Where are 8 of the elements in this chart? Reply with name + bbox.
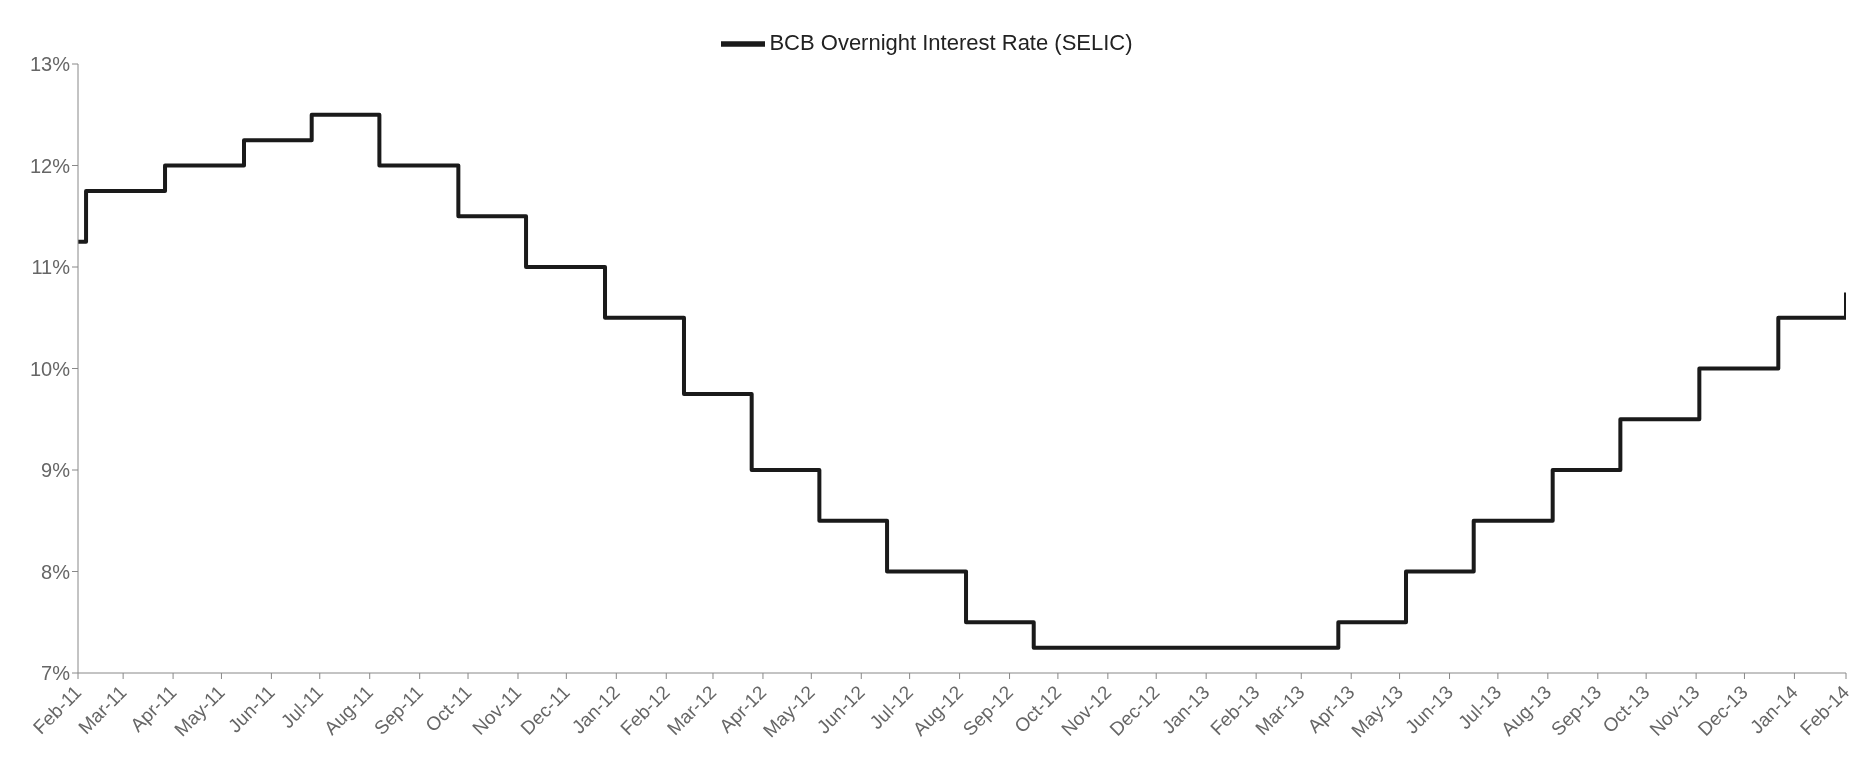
y-tick-label: 10%	[29, 357, 71, 380]
y-tick-label: 13%	[29, 53, 71, 76]
y-tick-label: 11%	[31, 256, 71, 279]
y-tick-label: 12%	[29, 154, 71, 177]
y-tick-label: 8%	[41, 560, 71, 583]
y-tick-label: 7%	[41, 662, 71, 685]
y-tick-label: 9%	[41, 459, 71, 482]
legend-label: BCB Overnight Interest Rate (SELIC)	[769, 29, 1133, 55]
